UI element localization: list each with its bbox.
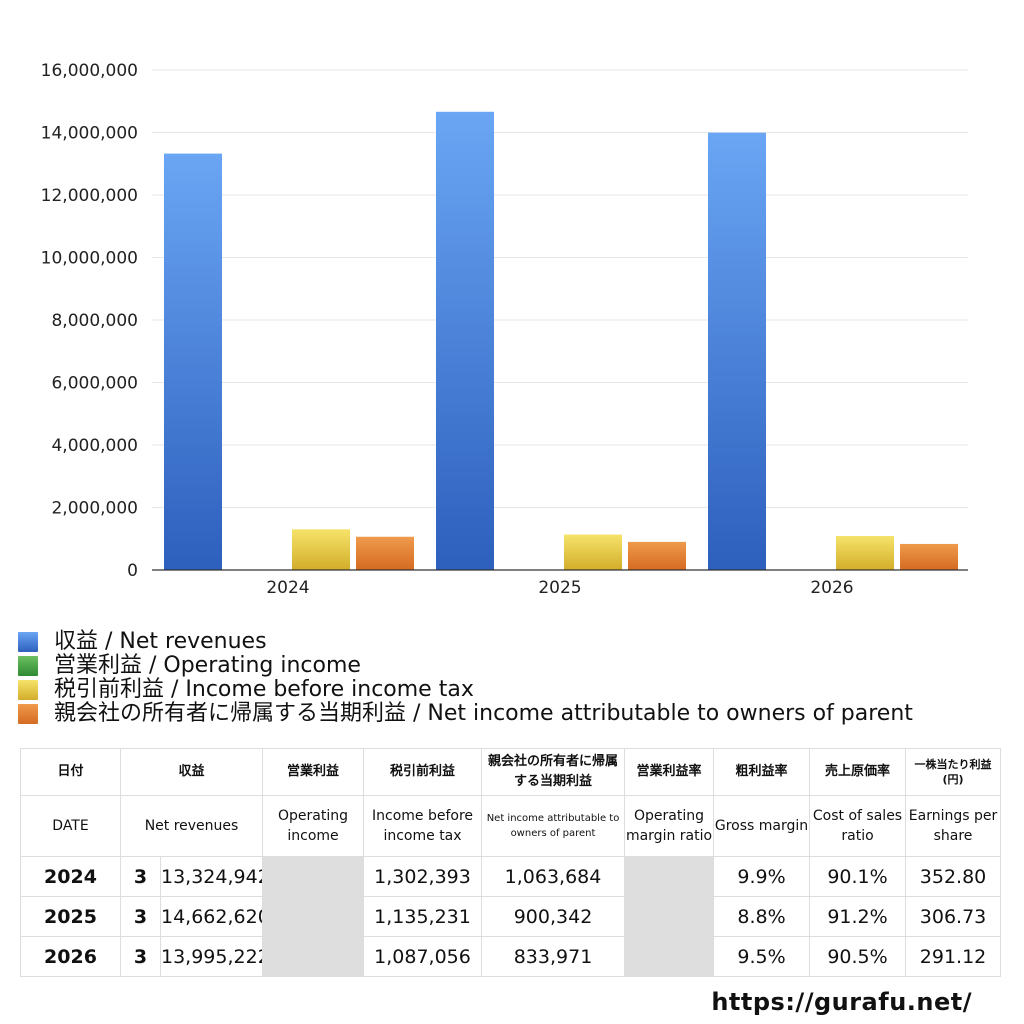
header-revenue-jp: 収益 bbox=[119, 748, 264, 796]
cell-pretax: 1,087,056 bbox=[363, 936, 483, 977]
cell-net: 900,342 bbox=[481, 896, 626, 937]
cell-pretax: 1,135,231 bbox=[363, 896, 483, 937]
cell-revenue: 13,324,942 bbox=[159, 856, 264, 897]
y-tick-label: 12,000,000 bbox=[41, 186, 138, 206]
legend-swatch-yellow bbox=[18, 680, 38, 700]
header-operating-jp: 営業利益 bbox=[262, 748, 365, 796]
header-gross-en: Gross margin bbox=[713, 795, 811, 857]
y-tick-label: 8,000,000 bbox=[51, 311, 138, 331]
cell-gross: 9.5% bbox=[713, 936, 811, 977]
cell-revenue: 13,995,222 bbox=[159, 936, 264, 977]
x-tick-label: 2024 bbox=[266, 578, 309, 598]
cell-operating bbox=[262, 896, 365, 937]
table-header-jp-row: 日付 収益 営業利益 税引前利益 親会社の所有者に帰属する当期利益 営業利益率 … bbox=[20, 748, 1002, 796]
bar bbox=[436, 111, 494, 570]
x-tick-label: 2025 bbox=[538, 578, 581, 598]
bar bbox=[564, 534, 622, 570]
x-tick-label: 2026 bbox=[810, 578, 853, 598]
bar bbox=[164, 153, 222, 570]
cell-revenue: 14,662,620 bbox=[159, 896, 264, 937]
cell-operating bbox=[262, 856, 365, 897]
cell-eps: 306.73 bbox=[905, 896, 1002, 937]
header-eps-en: Earnings per share bbox=[905, 795, 1002, 857]
legend-label: 営業利益 / Operating income bbox=[54, 653, 361, 678]
header-op-margin-jp: 営業利益率 bbox=[624, 748, 715, 796]
legend-item-income-before-tax: 税引前利益 / Income before income tax bbox=[18, 678, 913, 702]
cell-cost: 91.2% bbox=[809, 896, 907, 937]
table-row: 2026 3 13,995,222 1,087,056 833,971 9.5%… bbox=[20, 936, 1002, 977]
source-url[interactable]: https://gurafu.net/ bbox=[711, 988, 972, 1016]
cell-month: 3 bbox=[120, 936, 161, 977]
bar bbox=[292, 529, 350, 570]
legend-label: 親会社の所有者に帰属する当期利益 / Net income attributab… bbox=[54, 701, 913, 726]
header-gross-jp: 粗利益率 bbox=[713, 748, 811, 796]
table-row: 2024 3 13,324,942 1,302,393 1,063,684 9.… bbox=[20, 856, 1002, 897]
cell-net: 1,063,684 bbox=[481, 856, 626, 897]
header-op-margin-en: Operating margin ratio bbox=[624, 795, 715, 857]
legend-item-operating-income: 営業利益 / Operating income bbox=[18, 654, 913, 678]
table-header-en-row: DATE Net revenues Operating income Incom… bbox=[20, 795, 1002, 857]
cell-gross: 8.8% bbox=[713, 896, 811, 937]
y-tick-label: 2,000,000 bbox=[51, 499, 138, 519]
table-row: 2025 3 14,662,620 1,135,231 900,342 8.8%… bbox=[20, 896, 1002, 937]
cell-month: 3 bbox=[120, 896, 161, 937]
y-tick-label: 6,000,000 bbox=[51, 374, 138, 394]
y-tick-label: 10,000,000 bbox=[41, 249, 138, 269]
cell-eps: 291.12 bbox=[905, 936, 1002, 977]
y-tick-label: 14,000,000 bbox=[41, 124, 138, 144]
header-revenue-en: Net revenues bbox=[119, 795, 264, 857]
cell-net: 833,971 bbox=[481, 936, 626, 977]
legend-swatch-blue bbox=[18, 632, 38, 652]
cell-operating bbox=[262, 936, 365, 977]
header-date-en: DATE bbox=[20, 795, 121, 857]
cell-cost: 90.5% bbox=[809, 936, 907, 977]
cell-gross: 9.9% bbox=[713, 856, 811, 897]
bar-chart: 0 2,000,000 4,000,000 6,000,000 8,000,000 10,… bbox=[41, 61, 968, 598]
header-date-jp: 日付 bbox=[20, 748, 121, 796]
cell-year: 2026 bbox=[20, 936, 121, 977]
bar bbox=[356, 536, 414, 570]
header-pretax-en: Income before income tax bbox=[363, 795, 483, 857]
legend-item-net-revenues: 収益 / Net revenues bbox=[18, 630, 913, 654]
legend-swatch-orange bbox=[18, 704, 38, 724]
legend-item-net-income-parent: 親会社の所有者に帰属する当期利益 / Net income attributab… bbox=[18, 702, 913, 726]
cell-eps: 352.80 bbox=[905, 856, 1002, 897]
cell-year: 2024 bbox=[20, 856, 121, 897]
legend-swatch-green bbox=[18, 656, 38, 676]
legend-label: 税引前利益 / Income before income tax bbox=[54, 677, 474, 702]
header-pretax-jp: 税引前利益 bbox=[363, 748, 483, 796]
financial-data-table: 日付 収益 営業利益 税引前利益 親会社の所有者に帰属する当期利益 営業利益率 … bbox=[20, 748, 1002, 977]
cell-op-margin bbox=[624, 936, 715, 977]
cell-year: 2025 bbox=[20, 896, 121, 937]
bar bbox=[708, 132, 766, 571]
bar bbox=[836, 536, 894, 570]
bar bbox=[900, 543, 958, 570]
cell-month: 3 bbox=[120, 856, 161, 897]
cell-pretax: 1,302,393 bbox=[363, 856, 483, 897]
header-net-jp: 親会社の所有者に帰属する当期利益 bbox=[481, 748, 626, 796]
chart-legend: 収益 / Net revenues 営業利益 / Operating incom… bbox=[18, 630, 913, 726]
y-tick-label: 16,000,000 bbox=[41, 61, 138, 81]
cell-op-margin bbox=[624, 896, 715, 937]
y-tick-label: 4,000,000 bbox=[51, 436, 138, 456]
cell-op-margin bbox=[624, 856, 715, 897]
header-net-en: Net income attributable to owners of par… bbox=[481, 795, 626, 857]
legend-label: 収益 / Net revenues bbox=[54, 629, 267, 654]
header-operating-en: Operating income bbox=[262, 795, 365, 857]
header-eps-jp: 一株当たり利益(円) bbox=[905, 748, 1002, 796]
y-tick-label: 0 bbox=[127, 561, 138, 581]
header-cost-en: Cost of sales ratio bbox=[809, 795, 907, 857]
bar bbox=[628, 541, 686, 570]
header-cost-jp: 売上原価率 bbox=[809, 748, 907, 796]
cell-cost: 90.1% bbox=[809, 856, 907, 897]
